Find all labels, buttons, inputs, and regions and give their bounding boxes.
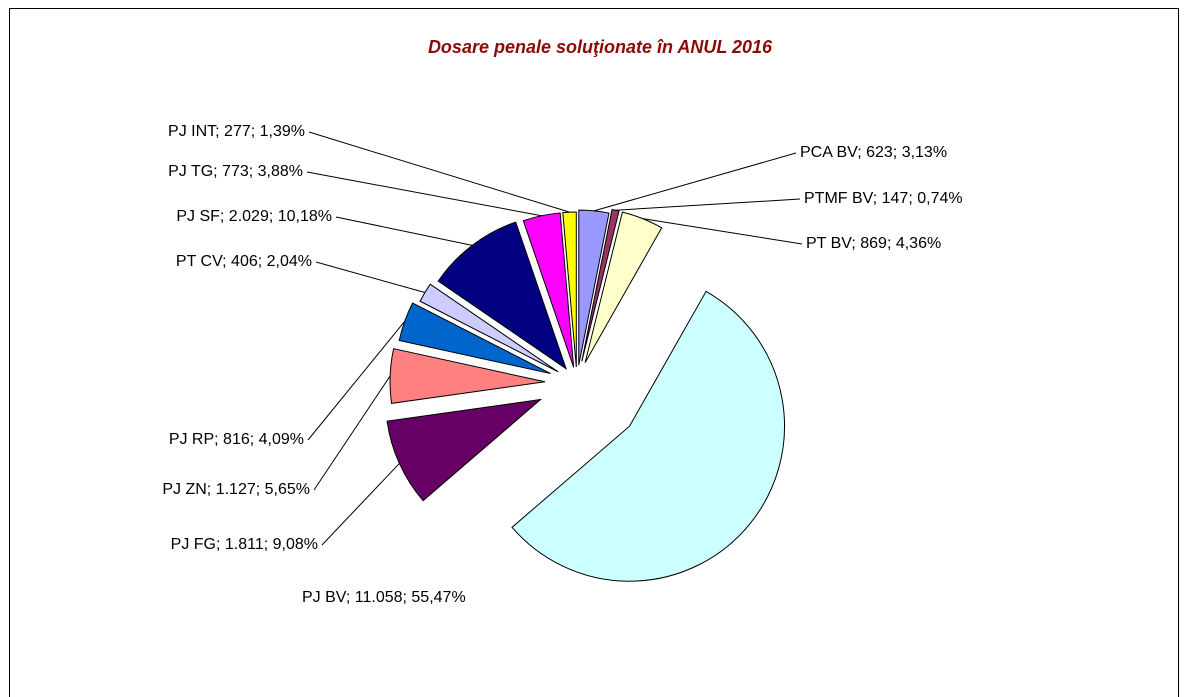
- leader-line: [642, 218, 803, 245]
- leader-line: [593, 152, 797, 212]
- leader-line: [307, 320, 406, 441]
- leader-line: [335, 216, 473, 246]
- leader-line: [313, 375, 391, 491]
- pie-slice: [437, 221, 568, 370]
- pie-slice: [584, 211, 663, 363]
- pie-slice: [389, 348, 546, 404]
- data-label: PTMF BV; 147; 0,74%: [804, 190, 963, 207]
- leader-line: [306, 171, 542, 217]
- chart-frame: [9, 8, 1179, 697]
- chart-title: Dosare penale soluţionate în ANUL 2016: [428, 37, 773, 57]
- leader-line: [308, 131, 570, 213]
- data-label: PJ ZN; 1.127; 5,65%: [162, 481, 310, 498]
- pie-slice: [522, 212, 575, 368]
- data-label: PT BV; 869; 4,36%: [806, 235, 941, 252]
- data-label: PJ RP; 816; 4,09%: [169, 431, 304, 448]
- data-label: PJ INT; 277; 1,39%: [168, 123, 305, 140]
- leader-line: [315, 261, 425, 294]
- data-label: PJ BV; 11.058; 55,47%: [302, 589, 466, 606]
- pie-slice: [578, 209, 610, 366]
- leader-line: [615, 198, 801, 211]
- pie-slice: [511, 290, 786, 582]
- data-label: PJ SF; 2.029; 10,18%: [176, 208, 332, 225]
- leader-line: [321, 463, 400, 546]
- data-label: PJ TG; 773; 3,88%: [168, 163, 303, 180]
- pie-slice: [419, 283, 559, 373]
- data-label: PJ FG; 1.811; 9,08%: [171, 536, 318, 553]
- pie-slice: [386, 398, 543, 502]
- data-label: PCA BV; 623; 3,13%: [800, 144, 947, 161]
- data-label: PT CV; 406; 2,04%: [176, 253, 312, 270]
